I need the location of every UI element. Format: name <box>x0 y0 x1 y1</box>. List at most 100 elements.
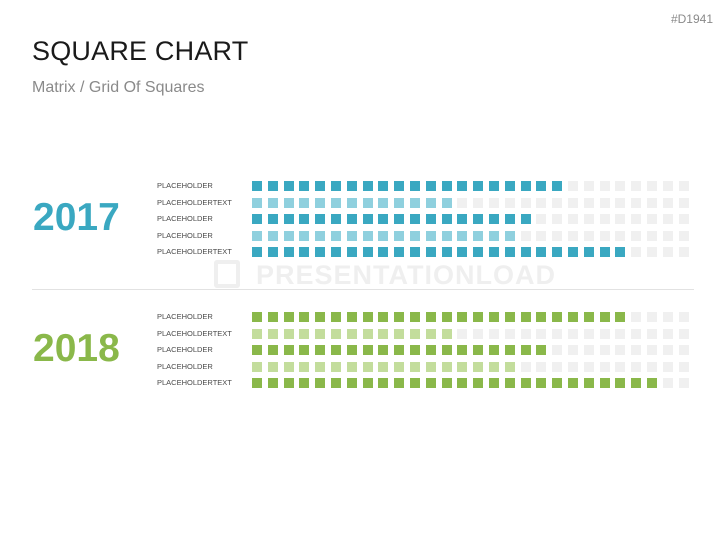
empty-square <box>662 247 673 257</box>
empty-square <box>662 312 673 322</box>
empty-square <box>678 378 689 388</box>
filled-square <box>583 247 594 257</box>
filled-square <box>252 328 262 339</box>
empty-square <box>583 181 594 191</box>
filled-square <box>489 345 499 355</box>
row-label: PLACEHOLDERTEXT <box>157 197 232 207</box>
filled-square <box>536 345 547 355</box>
filled-square <box>394 328 405 339</box>
filled-square <box>536 378 547 388</box>
filled-square <box>331 345 341 355</box>
filled-square <box>489 378 499 388</box>
empty-square <box>520 361 531 372</box>
empty-square <box>552 197 563 208</box>
filled-square <box>473 181 484 191</box>
row-label: PLACEHOLDER <box>157 361 213 371</box>
filled-square <box>299 361 310 372</box>
empty-square <box>647 247 657 257</box>
filled-square <box>457 230 468 241</box>
filled-square <box>267 230 278 241</box>
empty-square <box>552 345 563 355</box>
filled-square <box>425 361 436 372</box>
filled-square <box>346 345 357 355</box>
empty-square <box>599 181 610 191</box>
filled-square <box>631 378 642 388</box>
filled-square <box>457 361 468 372</box>
filled-square <box>441 361 452 372</box>
filled-square <box>346 197 357 208</box>
empty-square <box>615 181 626 191</box>
filled-square <box>457 214 468 224</box>
empty-square <box>583 361 594 372</box>
filled-square <box>615 312 626 322</box>
filled-square <box>504 378 515 388</box>
empty-square <box>662 181 673 191</box>
filled-square <box>394 197 405 208</box>
filled-square <box>583 378 594 388</box>
filled-square <box>378 345 389 355</box>
filled-square <box>331 214 341 224</box>
filled-square <box>473 214 484 224</box>
empty-square <box>631 214 642 224</box>
empty-square <box>615 230 626 241</box>
filled-square <box>520 214 531 224</box>
empty-square <box>647 214 657 224</box>
filled-square <box>299 230 310 241</box>
empty-square <box>568 197 578 208</box>
filled-square <box>362 181 373 191</box>
row-label: PLACEHOLDER <box>157 181 213 190</box>
empty-square <box>583 214 594 224</box>
filled-square <box>520 312 531 322</box>
filled-square <box>425 247 436 257</box>
filled-square <box>378 312 389 322</box>
watermark-logo-icon <box>214 260 240 288</box>
empty-square <box>583 328 594 339</box>
filled-square <box>441 328 452 339</box>
filled-square <box>504 214 515 224</box>
filled-square <box>504 247 515 257</box>
filled-square <box>283 181 294 191</box>
filled-square <box>394 230 405 241</box>
empty-square <box>504 328 515 339</box>
filled-square <box>331 247 341 257</box>
empty-square <box>647 197 657 208</box>
filled-square <box>552 181 563 191</box>
filled-square <box>346 230 357 241</box>
filled-square <box>331 361 341 372</box>
empty-square <box>647 345 657 355</box>
filled-square <box>615 378 626 388</box>
empty-square <box>568 345 578 355</box>
filled-square <box>283 247 294 257</box>
row-label: PLACEHOLDER <box>157 345 213 354</box>
filled-square <box>299 312 310 322</box>
filled-square <box>410 378 420 388</box>
year-label-2017: 2017 <box>33 196 120 239</box>
empty-square <box>568 214 578 224</box>
filled-square <box>378 230 389 241</box>
filled-square <box>552 312 563 322</box>
filled-square <box>315 214 326 224</box>
filled-square <box>536 181 547 191</box>
filled-square <box>252 361 262 372</box>
filled-square <box>315 328 326 339</box>
filled-square <box>410 247 420 257</box>
filled-square <box>473 230 484 241</box>
empty-square <box>662 345 673 355</box>
filled-square <box>315 247 326 257</box>
filled-square <box>331 328 341 339</box>
filled-square <box>425 312 436 322</box>
empty-square <box>678 345 689 355</box>
filled-square <box>346 361 357 372</box>
empty-square <box>615 214 626 224</box>
filled-square <box>520 247 531 257</box>
filled-square <box>425 378 436 388</box>
filled-square <box>568 247 578 257</box>
filled-square <box>441 230 452 241</box>
filled-square <box>410 230 420 241</box>
filled-square <box>267 181 278 191</box>
filled-square <box>568 378 578 388</box>
filled-square <box>252 181 262 191</box>
filled-square <box>315 361 326 372</box>
filled-square <box>441 345 452 355</box>
filled-square <box>425 230 436 241</box>
